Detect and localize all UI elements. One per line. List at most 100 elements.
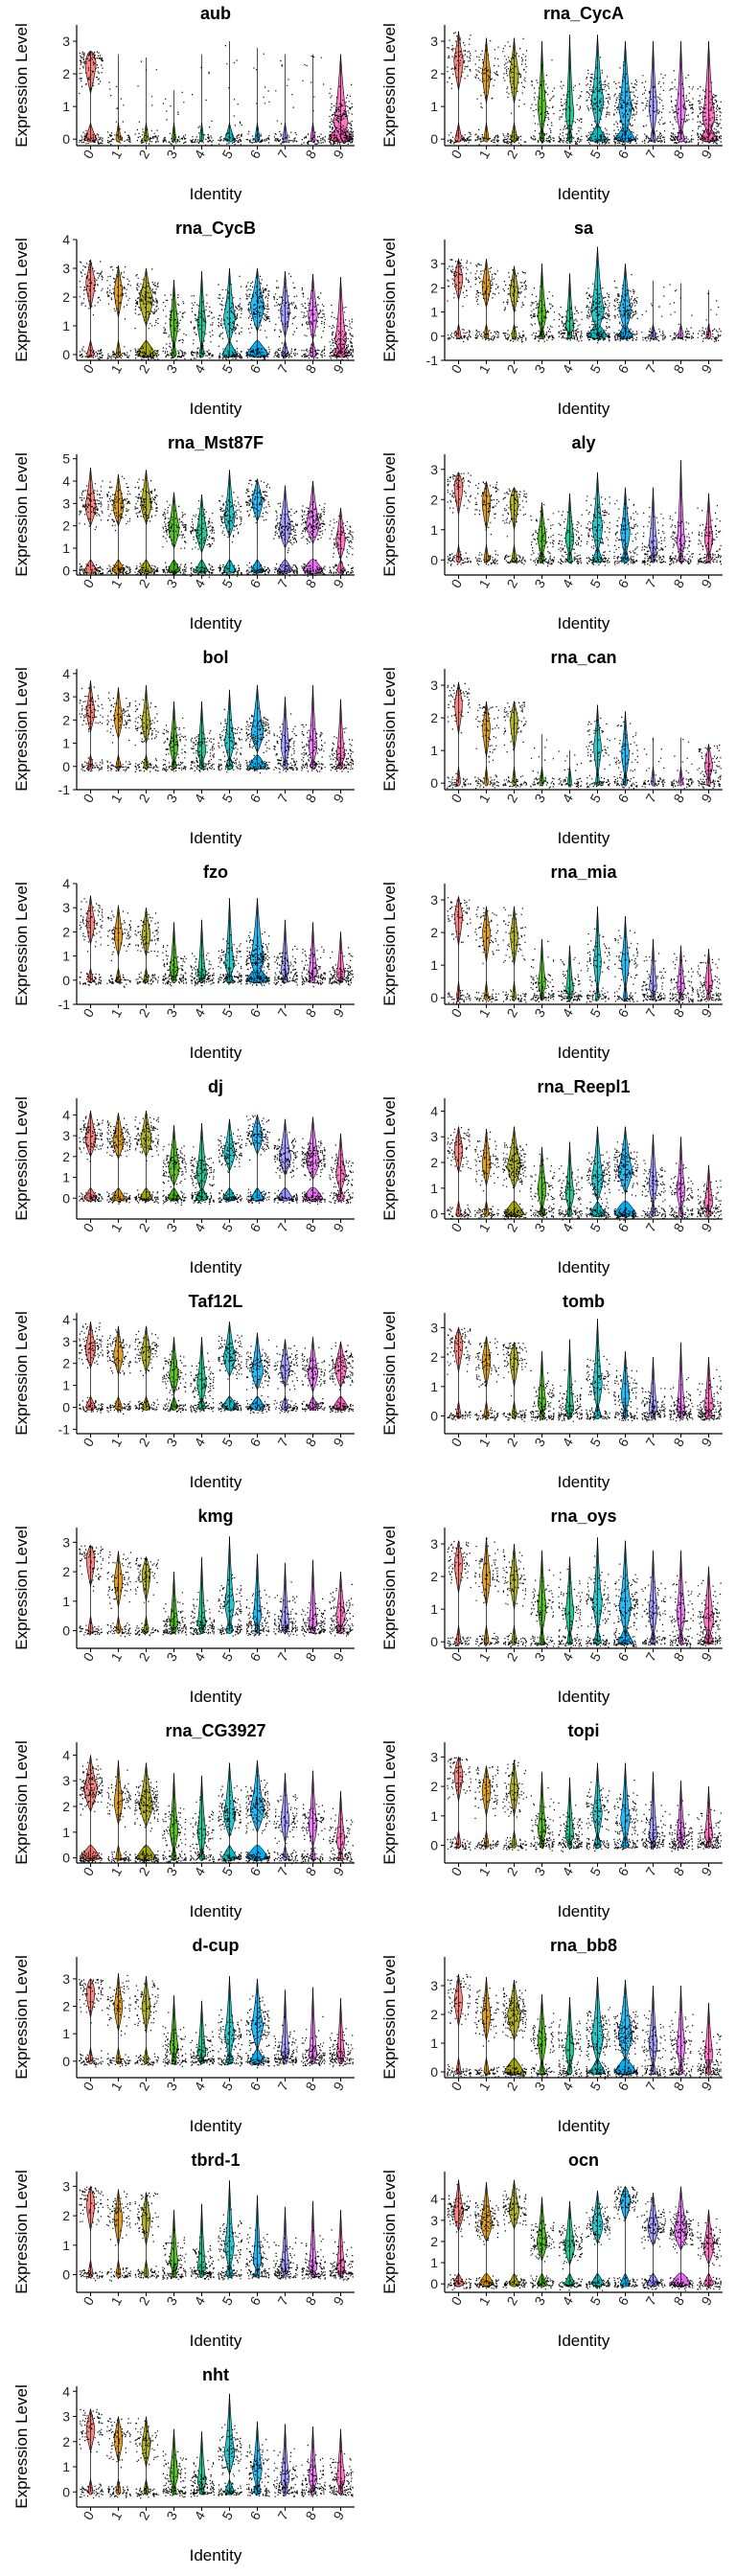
y-tick-label: 0	[430, 1409, 438, 1424]
points-5	[586, 2203, 610, 2291]
x-tick-label: 0	[80, 1220, 97, 1234]
y-tick-label: 0	[62, 347, 70, 362]
x-axis-label: Identity	[190, 1688, 242, 1706]
y-axis-label: Expression Level	[12, 1955, 31, 2079]
y-axis-label: Expression Level	[380, 1955, 399, 2079]
panel-title: aub	[200, 4, 231, 23]
points-5	[218, 1129, 242, 1204]
x-tick-label: 7	[274, 2079, 291, 2093]
y-tick-label: 3	[62, 261, 70, 276]
x-tick-label: 0	[80, 791, 97, 805]
y-axis-label: Expression Level	[12, 1096, 31, 1220]
y-axis-label: Expression Level	[380, 1526, 399, 1649]
points-5	[218, 2208, 242, 2281]
y-tick-label: -1	[58, 997, 71, 1012]
x-tick-label: 9	[698, 1220, 715, 1234]
panel-title: kmg	[197, 1506, 233, 1526]
points-8	[301, 1346, 326, 1412]
points-4	[558, 306, 583, 342]
y-tick-label: 1	[62, 1170, 70, 1185]
x-tick-label: 9	[698, 147, 715, 161]
x-tick-label: 2	[503, 2079, 520, 2093]
x-tick-label: 8	[302, 361, 319, 376]
points-0	[447, 1540, 472, 1649]
x-axis-label: Identity	[190, 1473, 242, 1491]
points-4	[558, 511, 583, 564]
panel-title: dj	[208, 1077, 223, 1096]
x-tick-label: 9	[330, 791, 347, 805]
x-tick-label: 5	[218, 1649, 236, 1664]
x-tick-label: 6	[614, 2079, 632, 2093]
points-0	[447, 682, 472, 789]
x-tick-label: 4	[559, 1649, 576, 1664]
x-tick-label: 5	[586, 147, 604, 161]
x-tick-label: 8	[302, 1649, 319, 1664]
panel-title: rna_oys	[550, 1506, 616, 1526]
x-tick-label: 3	[163, 1220, 180, 1234]
points-3	[162, 1143, 187, 1206]
x-tick-label: 3	[531, 576, 548, 590]
x-tick-label: 7	[642, 1435, 659, 1449]
x-tick-label: 2	[135, 1435, 152, 1449]
y-tick-label: 0	[430, 131, 438, 147]
points-7	[641, 1801, 666, 1850]
x-tick-label: 6	[614, 576, 632, 590]
x-tick-label: 1	[107, 1864, 125, 1878]
y-tick-label: 1	[430, 2036, 438, 2051]
panel-title: rna_CycA	[543, 4, 624, 23]
y-tick-label: 1	[62, 1825, 70, 1840]
x-tick-label: 0	[80, 2293, 97, 2308]
points-2	[134, 1327, 159, 1412]
y-tick-label: 0	[62, 973, 70, 988]
x-tick-label: 1	[475, 147, 493, 161]
points-9	[697, 505, 722, 565]
x-tick-label: 8	[302, 1005, 319, 1020]
x-tick-label: 7	[274, 1435, 291, 1449]
points-0	[79, 260, 104, 360]
y-axis-label: Expression Level	[12, 23, 31, 147]
y-tick-label: 0	[62, 2054, 70, 2069]
x-tick-label: 5	[586, 791, 604, 805]
y-tick-label: 4	[62, 232, 70, 247]
points-7	[641, 738, 666, 788]
panel-title: rna_Mst87F	[168, 433, 264, 452]
y-tick-label: 4	[62, 876, 70, 891]
points-1	[474, 907, 499, 1003]
x-tick-label: 1	[107, 1220, 125, 1234]
y-tick-label: -1	[426, 353, 439, 368]
x-axis-label: Identity	[190, 1044, 242, 1062]
points-9	[329, 947, 354, 986]
y-axis-label: Expression Level	[12, 1311, 31, 1435]
y-tick-label: 1	[62, 2026, 70, 2041]
points-7	[641, 287, 666, 342]
y-tick-label: 2	[62, 924, 70, 939]
points-4	[190, 2237, 215, 2280]
x-tick-label: 2	[503, 576, 520, 590]
points-5	[586, 717, 610, 789]
x-tick-label: 7	[642, 791, 659, 805]
y-tick-label: 1	[430, 2255, 438, 2270]
x-tick-label: 8	[302, 576, 319, 590]
points-3	[162, 2012, 187, 2067]
x-tick-label: 8	[670, 576, 687, 590]
y-tick-label: 4	[62, 1107, 70, 1122]
x-tick-label: 6	[246, 791, 264, 805]
x-tick-label: 6	[614, 147, 632, 161]
x-tick-label: 5	[218, 791, 236, 805]
points-5	[218, 708, 242, 773]
y-axis-label: Expression Level	[12, 452, 31, 576]
x-tick-label: 5	[586, 576, 604, 590]
x-tick-label: 3	[163, 1005, 180, 1020]
points-0	[447, 1757, 472, 1851]
x-tick-label: 0	[80, 147, 97, 161]
y-tick-label: 1	[62, 1594, 70, 1609]
x-tick-label: 5	[218, 2079, 236, 2093]
x-tick-label: 9	[330, 1864, 347, 1878]
points-5	[218, 275, 242, 360]
y-tick-label: -1	[58, 782, 71, 797]
y-tick-label: 1	[430, 1181, 438, 1196]
points-9	[697, 1802, 722, 1850]
